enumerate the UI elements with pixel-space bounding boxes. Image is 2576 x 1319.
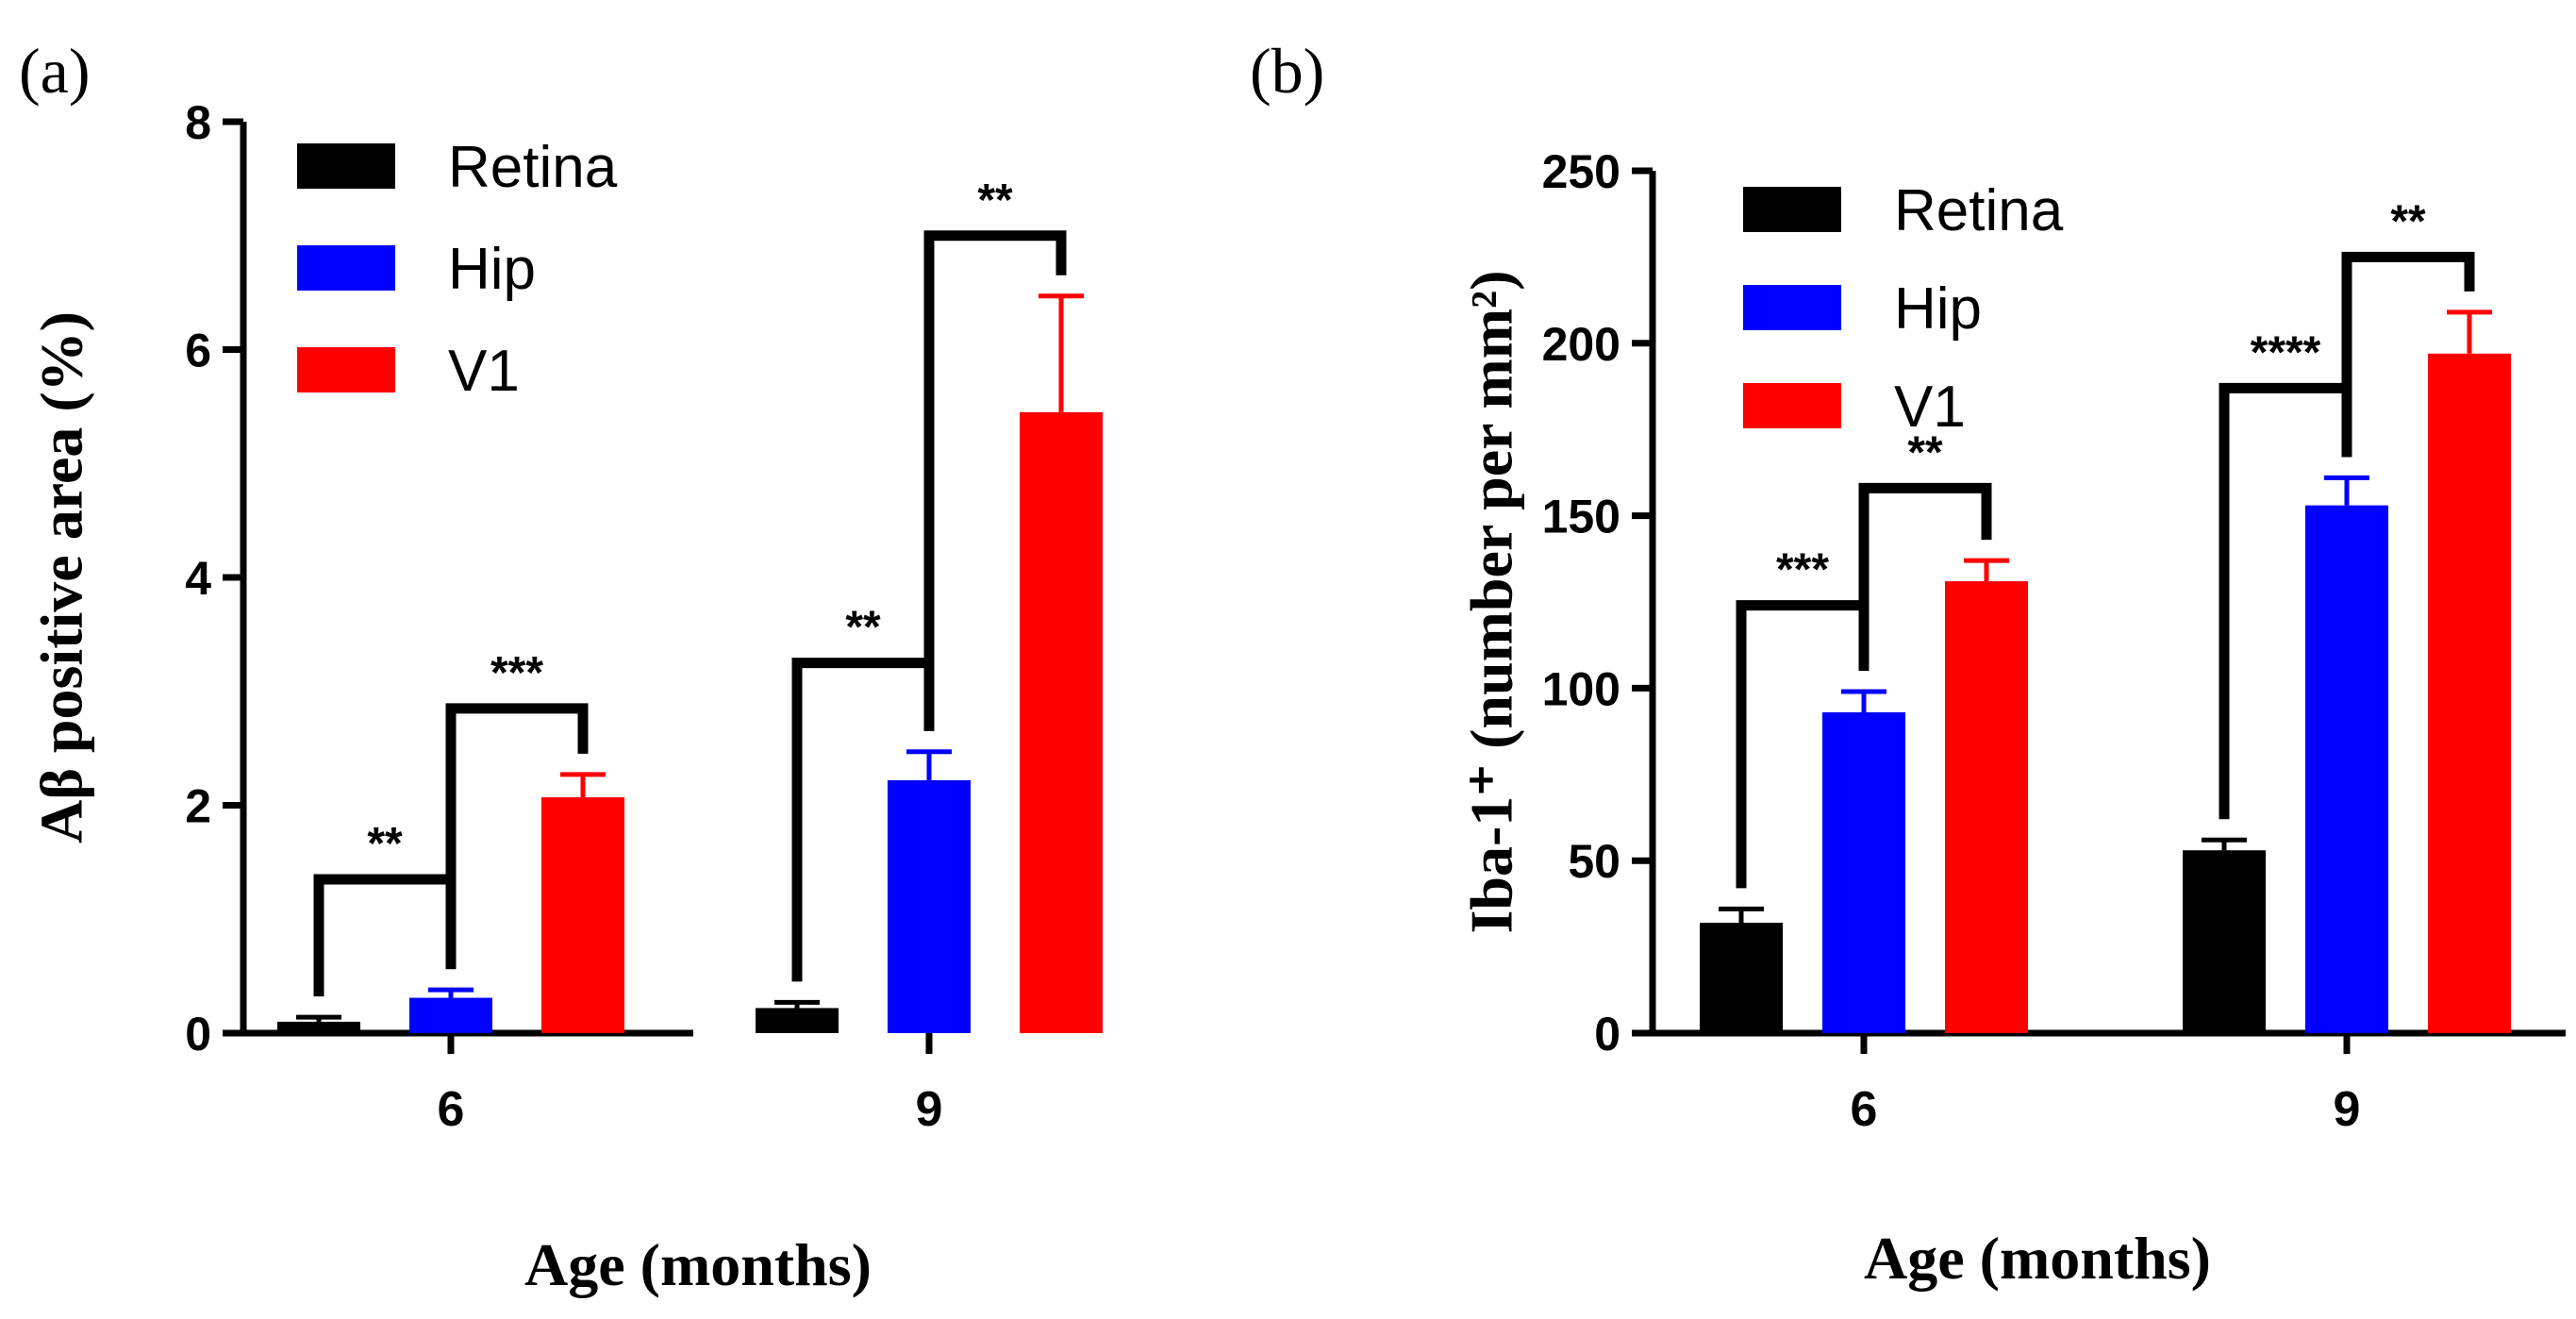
x-tick-label: 6	[438, 1082, 465, 1137]
legend-swatch-v1	[297, 347, 395, 392]
bar-retina-6	[277, 1021, 360, 1033]
y-tick-label: 50	[1568, 835, 1620, 888]
significance-label: **	[845, 603, 881, 653]
bar-retina-6	[1700, 923, 1783, 1033]
bar-hip-6	[409, 997, 492, 1033]
y-tick-label: 150	[1542, 491, 1620, 543]
y-tick-label: 0	[1594, 1008, 1620, 1060]
bar-hip-6	[1822, 711, 1905, 1033]
legend-swatch-hip	[1743, 285, 1841, 330]
x-tick-label: 9	[916, 1082, 943, 1137]
bar-hip-9	[888, 779, 971, 1033]
x-axis-title: Age (months)	[1864, 1225, 2211, 1292]
y-tick-label: 0	[185, 1008, 211, 1060]
y-tick-label: 2	[185, 780, 211, 833]
significance-bracket	[1858, 482, 1992, 672]
significance-bracket	[313, 874, 457, 997]
legend-label-hip: Hip	[448, 237, 536, 302]
significance-label: **	[977, 175, 1013, 225]
significance-label: ***	[490, 648, 543, 698]
significance-label: **	[1907, 427, 1943, 477]
legend-label-hip: Hip	[1894, 276, 1982, 342]
y-tick-label: 100	[1542, 662, 1620, 715]
significance-bracket	[2341, 251, 2475, 458]
x-tick-label: 6	[1851, 1082, 1878, 1137]
bar-retina-9	[756, 1008, 839, 1033]
bar-v1-9	[2428, 353, 2511, 1033]
significance-label: ***	[1776, 545, 1829, 595]
x-axis-title: Age (months)	[524, 1231, 872, 1298]
bar-v1-6	[541, 797, 624, 1033]
y-tick-label: 200	[1542, 318, 1620, 371]
bar-v1-9	[1020, 411, 1103, 1034]
legend-label-retina: Retina	[1894, 178, 2064, 243]
legend-swatch-hip	[297, 245, 395, 291]
legend-swatch-retina	[297, 143, 395, 189]
legend-swatch-v1	[1743, 383, 1841, 428]
x-tick-label: 9	[2334, 1082, 2361, 1137]
bar-retina-9	[2183, 850, 2266, 1033]
significance-label: **	[2390, 196, 2426, 246]
y-axis-title: Iba-1⁺ (number per mm²)	[1458, 270, 1525, 933]
panel-label: (a)	[19, 35, 90, 107]
significance-label: ****	[2251, 327, 2321, 377]
legend-swatch-retina	[1743, 187, 1841, 232]
bar-v1-6	[1945, 581, 2028, 1033]
significance-bracket	[923, 230, 1067, 731]
legend-label-retina: Retina	[448, 135, 618, 200]
y-tick-label: 4	[185, 552, 211, 605]
y-tick-label: 250	[1542, 145, 1620, 198]
significance-label: **	[367, 819, 403, 869]
legend-label-v1: V1	[1894, 375, 1966, 440]
significance-bracket	[445, 703, 589, 970]
panel-label: (b)	[1250, 35, 1324, 107]
y-tick-label: 6	[185, 325, 211, 377]
y-axis-title: Aβ positive area (%)	[28, 311, 95, 843]
legend-label-v1: V1	[448, 339, 520, 404]
y-tick-label: 8	[185, 96, 211, 149]
bar-hip-9	[2305, 505, 2388, 1033]
